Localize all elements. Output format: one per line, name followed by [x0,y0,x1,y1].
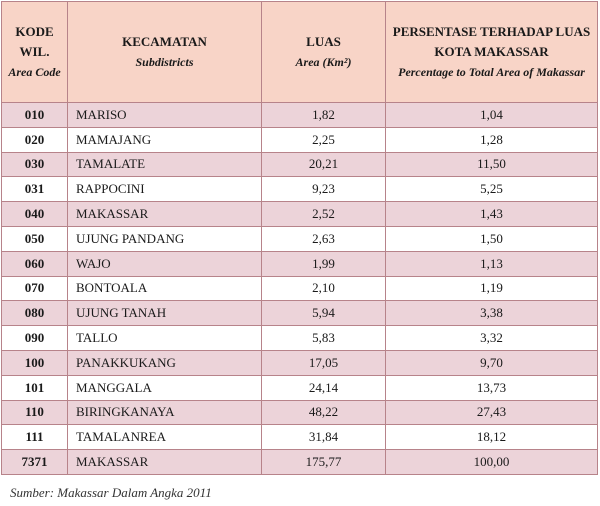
row-subdistrict: MAKASSAR [67,201,262,227]
table-header-row: KODE WIL. Area Code KECAMATAN Subdistric… [1,1,598,103]
header-percentage: PERSENTASE TERHADAP LUAS KOTA MAKASSAR P… [385,1,598,103]
row-area: 5,94 [261,300,386,327]
row-percentage: 27,43 [385,399,598,426]
row-code: 7371 [1,449,68,475]
row-code: 090 [1,325,68,351]
row-percentage: 1,43 [385,201,598,227]
row-subdistrict: TAMALATE [67,151,262,178]
row-percentage: 18,12 [385,424,598,451]
row-code: 101 [1,374,68,401]
header-district-english: Subdistricts [135,55,194,69]
header-area-english: Area (Km²) [295,55,352,69]
row-subdistrict: WAJO [67,250,262,277]
row-percentage: 1,50 [385,225,598,252]
row-percentage: 1,13 [385,250,598,277]
table-row: 040 MAKASSAR 2,52 1,43 [1,201,598,227]
row-subdistrict: TALLO [67,325,262,351]
row-code: 010 [1,102,68,128]
table-row: 020 MAMAJANG 2,25 1,28 [1,126,598,153]
row-area: 20,21 [261,151,386,178]
row-percentage: 100,00 [385,449,598,475]
row-subdistrict: BIRINGKANAYA [67,399,262,426]
table-row: 070 BONTOALA 2,10 1,19 [1,275,598,302]
row-area: 1,99 [261,250,386,277]
row-subdistrict: UJUNG TANAH [67,300,262,327]
table-row: 050 UJUNG PANDANG 2,63 1,50 [1,225,598,252]
row-subdistrict: BONTOALA [67,275,262,302]
row-subdistrict: PANAKKUKANG [67,349,262,376]
row-subdistrict: TAMALANREA [67,424,262,451]
row-code: 080 [1,300,68,327]
row-code: 020 [1,126,68,153]
row-code: 031 [1,176,68,203]
row-percentage: 5,25 [385,176,598,203]
row-percentage: 3,38 [385,300,598,327]
row-area: 2,25 [261,126,386,153]
table-total-row: 7371 MAKASSAR 175,77 100,00 [1,449,598,475]
area-table-container: KODE WIL. Area Code KECAMATAN Subdistric… [1,1,598,475]
row-area: 175,77 [261,449,386,475]
row-area: 17,05 [261,349,386,376]
header-code: KODE WIL. Area Code [1,1,68,103]
source-note: Sumber: Makassar Dalam Angka 2011 [10,485,212,500]
row-code: 070 [1,275,68,302]
table-row: 100 PANAKKUKANG 17,05 9,70 [1,349,598,376]
row-code: 040 [1,201,68,227]
row-subdistrict: MARISO [67,102,262,128]
row-percentage: 9,70 [385,349,598,376]
header-district-label: KECAMATAN [122,34,207,49]
row-area: 2,10 [261,275,386,302]
header-percentage-label: PERSENTASE TERHADAP LUAS KOTA MAKASSAR [392,24,591,59]
row-code: 030 [1,151,68,178]
row-code: 111 [1,424,68,451]
row-code: 050 [1,225,68,252]
row-percentage: 1,28 [385,126,598,153]
header-code-label: KODE WIL. [15,24,54,59]
table-row: 080 UJUNG TANAH 5,94 3,38 [1,300,598,327]
table-row: 010 MARISO 1,82 1,04 [1,102,598,128]
row-area: 31,84 [261,424,386,451]
table-row: 110 BIRINGKANAYA 48,22 27,43 [1,399,598,426]
table-row: 030 TAMALATE 20,21 11,50 [1,151,598,178]
row-subdistrict: MAKASSAR [67,449,262,475]
row-area: 2,63 [261,225,386,252]
row-area: 2,52 [261,201,386,227]
area-table: KODE WIL. Area Code KECAMATAN Subdistric… [1,1,598,475]
header-area: LUAS Area (Km²) [261,1,386,103]
row-percentage: 3,32 [385,325,598,351]
row-area: 48,22 [261,399,386,426]
row-subdistrict: UJUNG PANDANG [67,225,262,252]
row-subdistrict: RAPPOCINI [67,176,262,203]
row-subdistrict: MANGGALA [67,374,262,401]
table-row: 090 TALLO 5,83 3,32 [1,325,598,351]
row-code: 110 [1,399,68,426]
table-row: 111 TAMALANREA 31,84 18,12 [1,424,598,451]
table-row: 101 MANGGALA 24,14 13,73 [1,374,598,401]
header-district: KECAMATAN Subdistricts [67,1,262,103]
row-percentage: 13,73 [385,374,598,401]
row-code: 060 [1,250,68,277]
row-area: 9,23 [261,176,386,203]
header-area-label: LUAS [306,34,341,49]
header-percentage-english: Percentage to Total Area of Makassar [398,65,585,79]
row-subdistrict: MAMAJANG [67,126,262,153]
row-percentage: 1,04 [385,102,598,128]
row-code: 100 [1,349,68,376]
table-row: 031 RAPPOCINI 9,23 5,25 [1,176,598,203]
row-percentage: 1,19 [385,275,598,302]
row-percentage: 11,50 [385,151,598,178]
header-code-english: Area Code [8,65,61,79]
table-row: 060 WAJO 1,99 1,13 [1,250,598,277]
row-area: 1,82 [261,102,386,128]
row-area: 24,14 [261,374,386,401]
row-area: 5,83 [261,325,386,351]
